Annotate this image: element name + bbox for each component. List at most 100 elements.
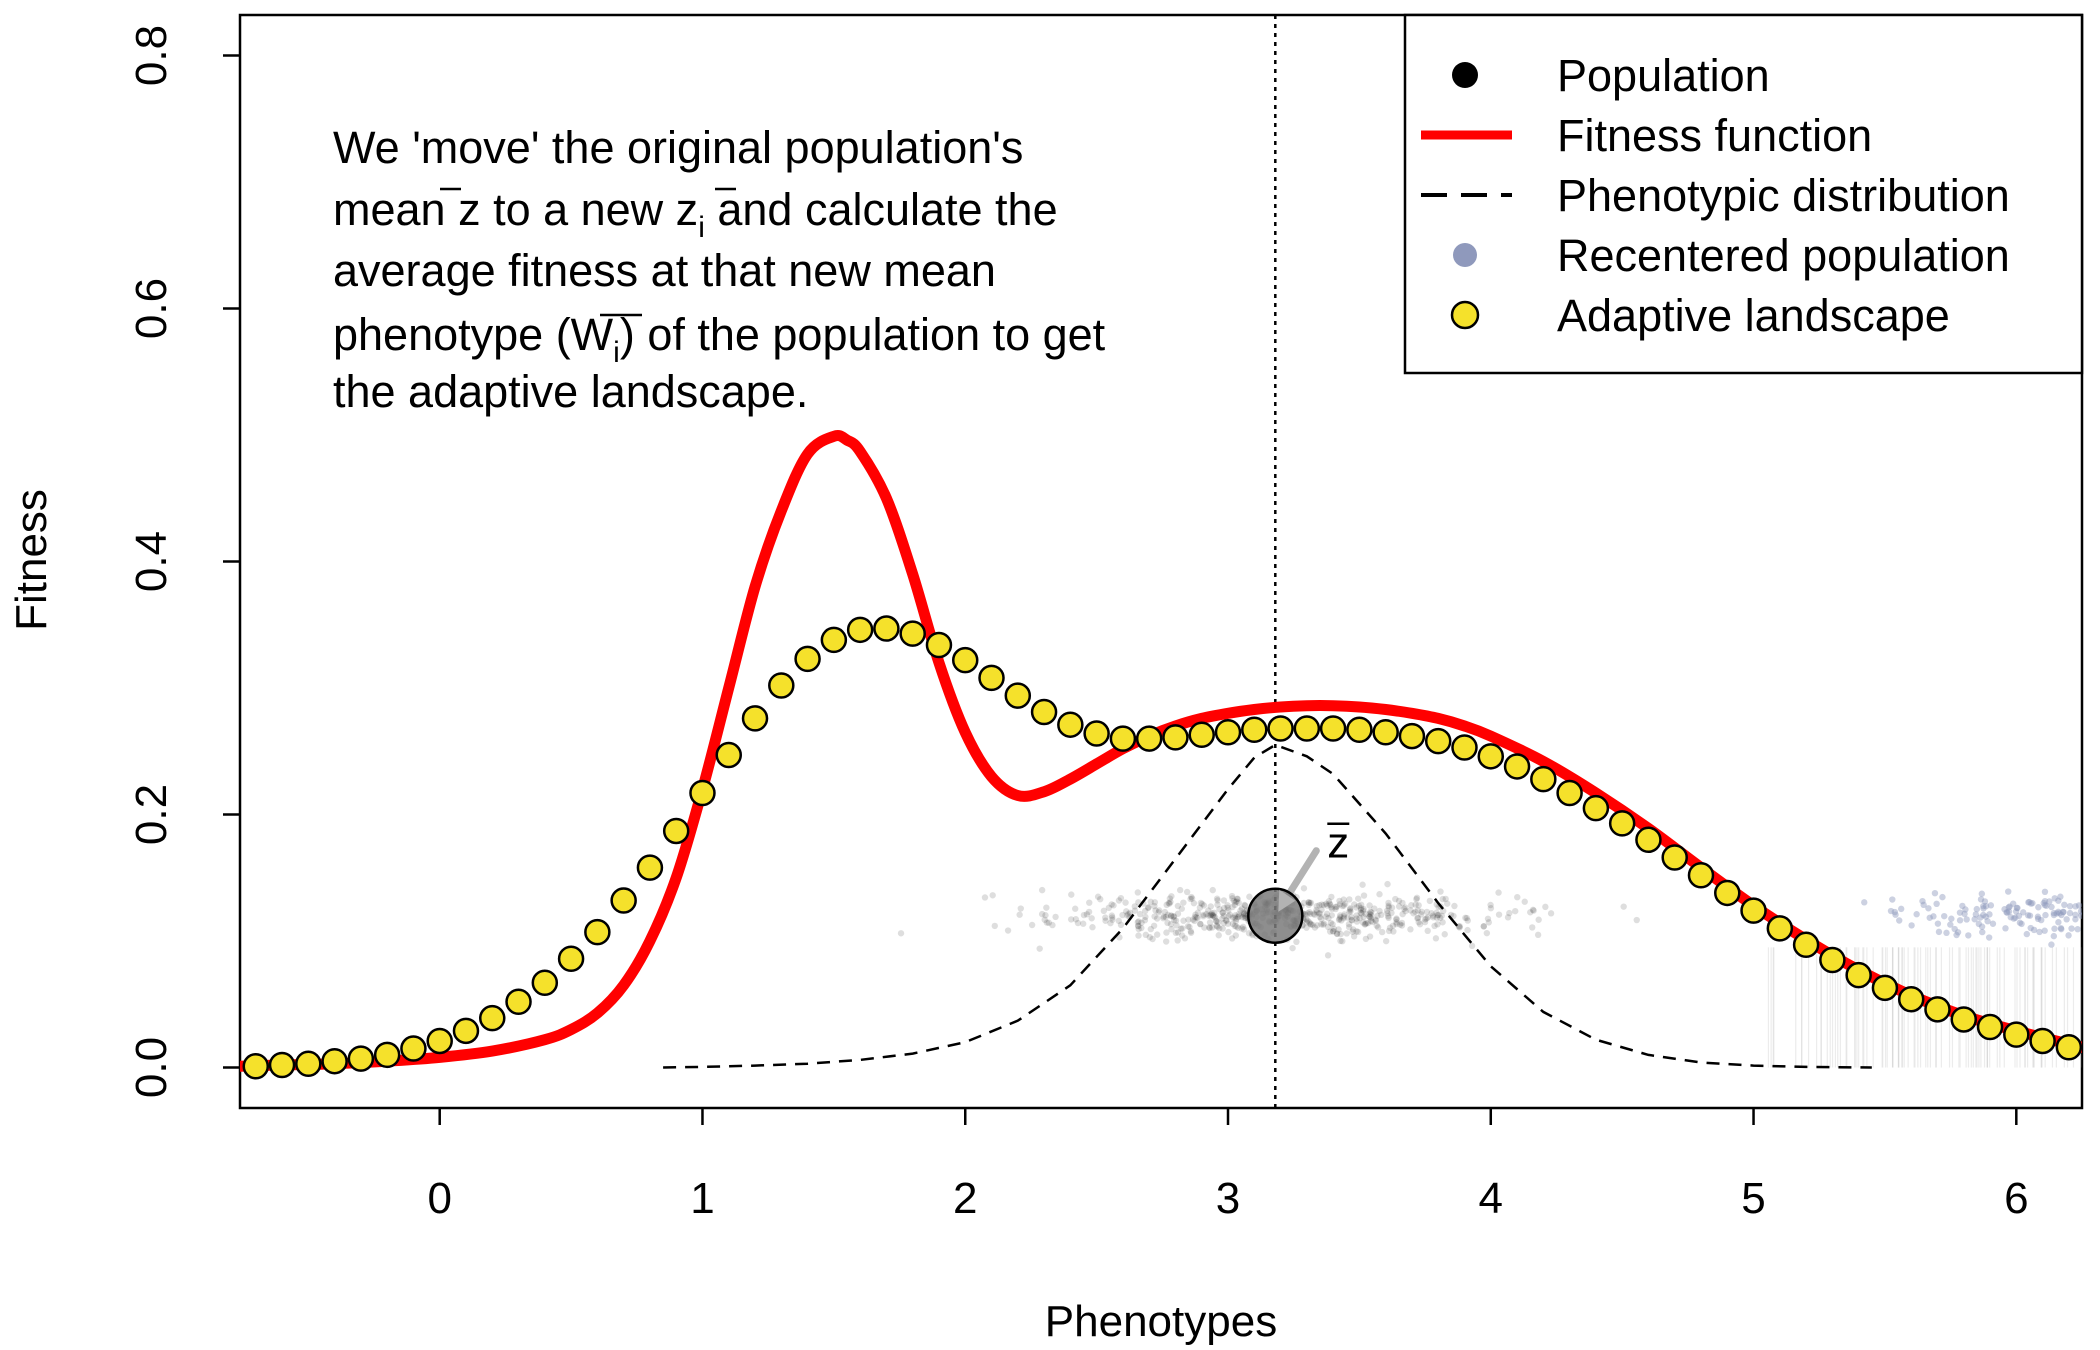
legend: Population Fitness function Phenotypic d… xyxy=(1403,13,2084,375)
population-point xyxy=(1366,933,1374,940)
recentered-population-point xyxy=(2043,902,2050,909)
population-point xyxy=(1534,931,1542,939)
population-point xyxy=(1305,901,1312,909)
population-point xyxy=(1439,895,1446,903)
population-point xyxy=(1108,901,1115,908)
legend-label-phenotypic-distribution: Phenotypic distribution xyxy=(1557,170,2010,221)
population-point xyxy=(1224,920,1232,927)
recentered-population-point xyxy=(1989,920,1997,927)
population-point xyxy=(1043,919,1051,926)
population-point xyxy=(1463,914,1471,922)
mean-label: z xyxy=(1327,819,1349,868)
population-point xyxy=(1164,911,1172,919)
population-point xyxy=(1194,909,1202,916)
population-point xyxy=(1315,910,1323,917)
population-point xyxy=(1122,908,1130,915)
population-point xyxy=(1349,928,1356,935)
population-point xyxy=(1232,912,1239,919)
population-point xyxy=(1233,915,1240,923)
y-tick-label: 0.2 xyxy=(127,784,176,845)
recentered-population-point xyxy=(2072,911,2079,918)
population-point xyxy=(1392,895,1399,903)
population-point xyxy=(1167,898,1174,906)
population-point xyxy=(1620,903,1627,910)
adaptive-landscape-point xyxy=(584,918,611,946)
population-point xyxy=(1205,912,1212,919)
population-point xyxy=(1213,895,1221,902)
legend-label-fitness-function: Fitness function xyxy=(1557,110,1872,161)
population-point xyxy=(1200,902,1208,909)
recentered-population-point xyxy=(1935,928,1943,936)
adaptive-landscape-point xyxy=(1293,715,1321,742)
recentered-population-point xyxy=(2026,898,2033,906)
adaptive-landscape-point xyxy=(1792,931,1820,959)
recentered-population-point xyxy=(2091,919,2097,925)
adaptive-landscape-point xyxy=(662,817,690,845)
recentered-population-point xyxy=(2003,909,2010,916)
adaptive-landscape-point xyxy=(741,705,769,732)
population-point xyxy=(1085,908,1093,916)
adaptive-landscape-point xyxy=(1162,724,1189,751)
mean-arrowhead xyxy=(1278,889,1296,912)
population-point xyxy=(1359,919,1367,926)
population-point xyxy=(1385,927,1393,935)
population-point xyxy=(1348,917,1356,924)
population-point xyxy=(1170,913,1178,920)
adaptive-landscape-point xyxy=(899,620,926,647)
y-tick-label: 0.8 xyxy=(127,25,176,86)
recentered-population-point xyxy=(2095,913,2100,919)
population-point xyxy=(1345,923,1353,931)
population-point xyxy=(1208,911,1215,918)
population-point xyxy=(1350,933,1358,940)
recentered-population-point xyxy=(2065,932,2072,939)
adaptive-landscape-point xyxy=(373,1041,401,1069)
population-point xyxy=(897,930,905,937)
population-point xyxy=(1535,916,1542,923)
x-tick-label: 3 xyxy=(1216,1174,1240,1223)
recentered-population-point xyxy=(1977,914,1984,921)
population-point xyxy=(1136,910,1144,918)
population-point xyxy=(1414,914,1422,922)
population-point xyxy=(1207,903,1214,910)
x-tick-label: 2 xyxy=(953,1174,977,1223)
adaptive-landscape-point xyxy=(347,1045,375,1072)
legend-symbol-recentered-population xyxy=(1453,243,1477,267)
population-point xyxy=(1402,907,1409,915)
population-point xyxy=(1431,922,1438,930)
population-point xyxy=(1530,907,1537,914)
population-point xyxy=(1161,908,1169,916)
population-point xyxy=(1134,889,1142,896)
population-point xyxy=(1345,920,1353,928)
population-point xyxy=(1318,901,1326,908)
recentered-population-point xyxy=(1980,905,1987,912)
x-tick-label: 6 xyxy=(2004,1174,2028,1223)
recentered-population-point xyxy=(2012,908,2020,915)
population-point xyxy=(1451,902,1458,910)
population-point xyxy=(1122,899,1129,906)
population-point xyxy=(1168,912,1175,920)
population-point xyxy=(1238,925,1246,932)
population-point xyxy=(1434,921,1441,928)
population-point xyxy=(1506,909,1513,917)
population-point xyxy=(1388,904,1396,911)
population-point xyxy=(1378,928,1386,936)
population-point xyxy=(1224,902,1231,909)
population-point xyxy=(1378,911,1385,919)
population-point xyxy=(1208,910,1216,917)
recentered-population-point xyxy=(1956,917,1964,924)
recentered-population-point xyxy=(2030,926,2038,934)
population-point xyxy=(1357,905,1365,912)
adaptive-landscape-point xyxy=(321,1047,348,1075)
population-point xyxy=(1307,921,1315,928)
recentered-population-point xyxy=(2072,903,2079,910)
population-point xyxy=(1172,929,1180,937)
recentered-population-point xyxy=(2018,920,2025,928)
population-point xyxy=(1367,911,1375,919)
population-point xyxy=(1437,888,1444,895)
recentered-population-point xyxy=(1972,911,1980,918)
population-point xyxy=(1364,919,1372,927)
fitness-function-line xyxy=(240,430,2082,1072)
population-point xyxy=(1424,927,1431,935)
population-point xyxy=(1416,921,1424,928)
population-point xyxy=(1311,911,1318,918)
